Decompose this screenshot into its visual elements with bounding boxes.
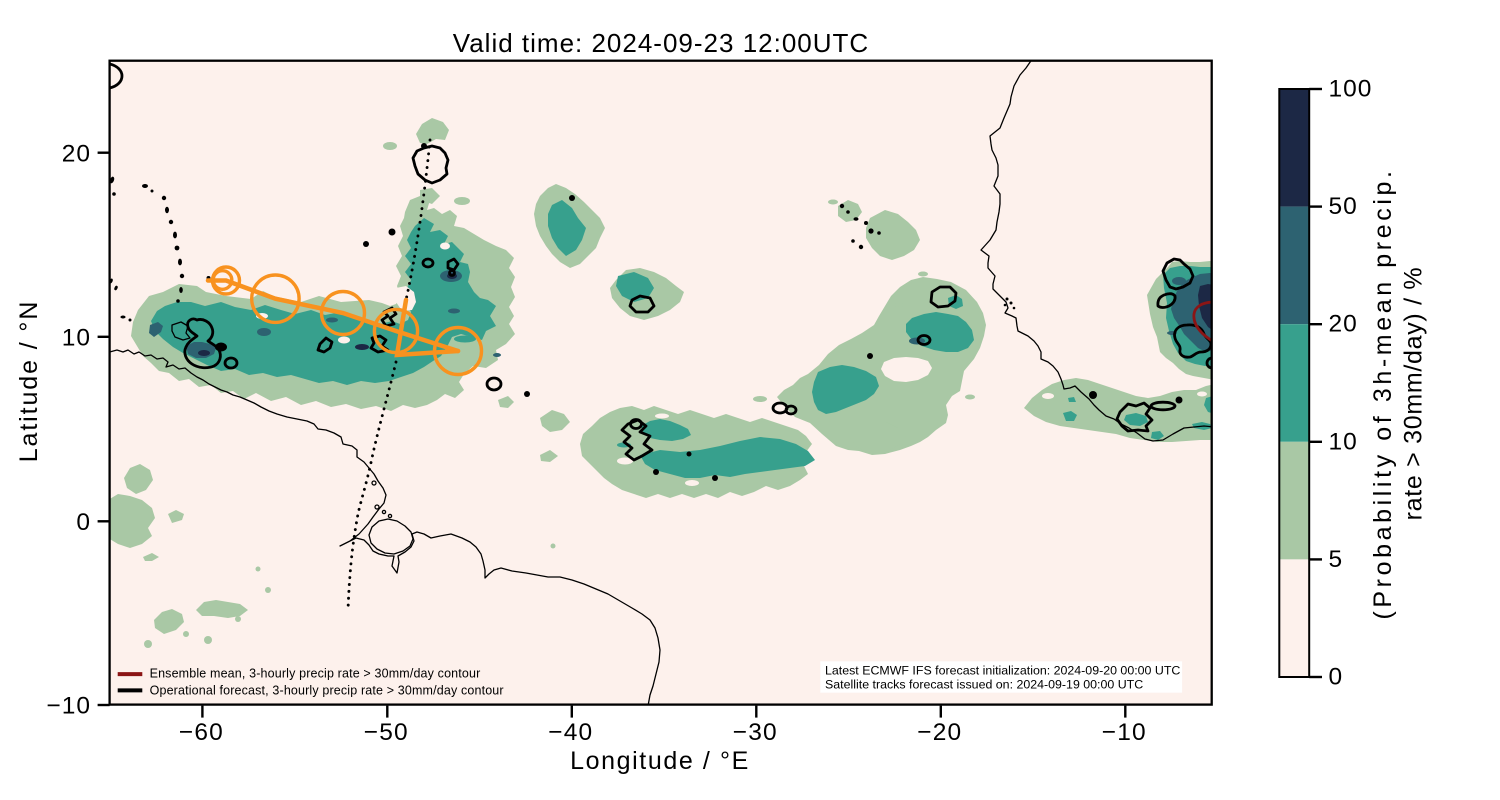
svg-text:20: 20 <box>62 140 91 167</box>
svg-text:Satellite tracks forecast issu: Satellite tracks forecast issued on: 202… <box>825 677 1143 691</box>
svg-text:5: 5 <box>1329 546 1344 573</box>
svg-text:−40: −40 <box>548 719 593 746</box>
svg-text:Longitude / °E: Longitude / °E <box>570 747 750 775</box>
svg-text:−60: −60 <box>179 719 224 746</box>
svg-text:−10: −10 <box>1102 719 1147 746</box>
svg-text:rate > 30mm/day) / %: rate > 30mm/day) / % <box>1400 267 1428 521</box>
svg-text:Latitude / °N: Latitude / °N <box>15 300 43 463</box>
svg-text:10: 10 <box>62 325 91 352</box>
svg-text:−20: −20 <box>917 719 962 746</box>
svg-text:−30: −30 <box>733 719 778 746</box>
svg-text:−50: −50 <box>364 719 409 746</box>
svg-text:−10: −10 <box>46 693 91 720</box>
svg-text:(Probability of 3h-mean precip: (Probability of 3h-mean precip. <box>1369 167 1397 619</box>
svg-text:Valid time: 2024-09-23 12:00UT: Valid time: 2024-09-23 12:00UTC <box>453 28 869 58</box>
svg-text:Operational forecast, 3-hourly: Operational forecast, 3-hourly precip ra… <box>150 683 504 697</box>
svg-text:Latest ECMWF IFS forecast init: Latest ECMWF IFS forecast initialization… <box>825 664 1180 678</box>
svg-text:20: 20 <box>1329 311 1358 338</box>
svg-text:0: 0 <box>76 509 91 536</box>
svg-text:10: 10 <box>1329 428 1358 455</box>
svg-text:50: 50 <box>1329 193 1358 220</box>
svg-text:100: 100 <box>1329 76 1373 103</box>
svg-text:0: 0 <box>1329 664 1344 691</box>
svg-text:Ensemble mean, 3-hourly precip: Ensemble mean, 3-hourly precip rate > 30… <box>150 667 481 681</box>
